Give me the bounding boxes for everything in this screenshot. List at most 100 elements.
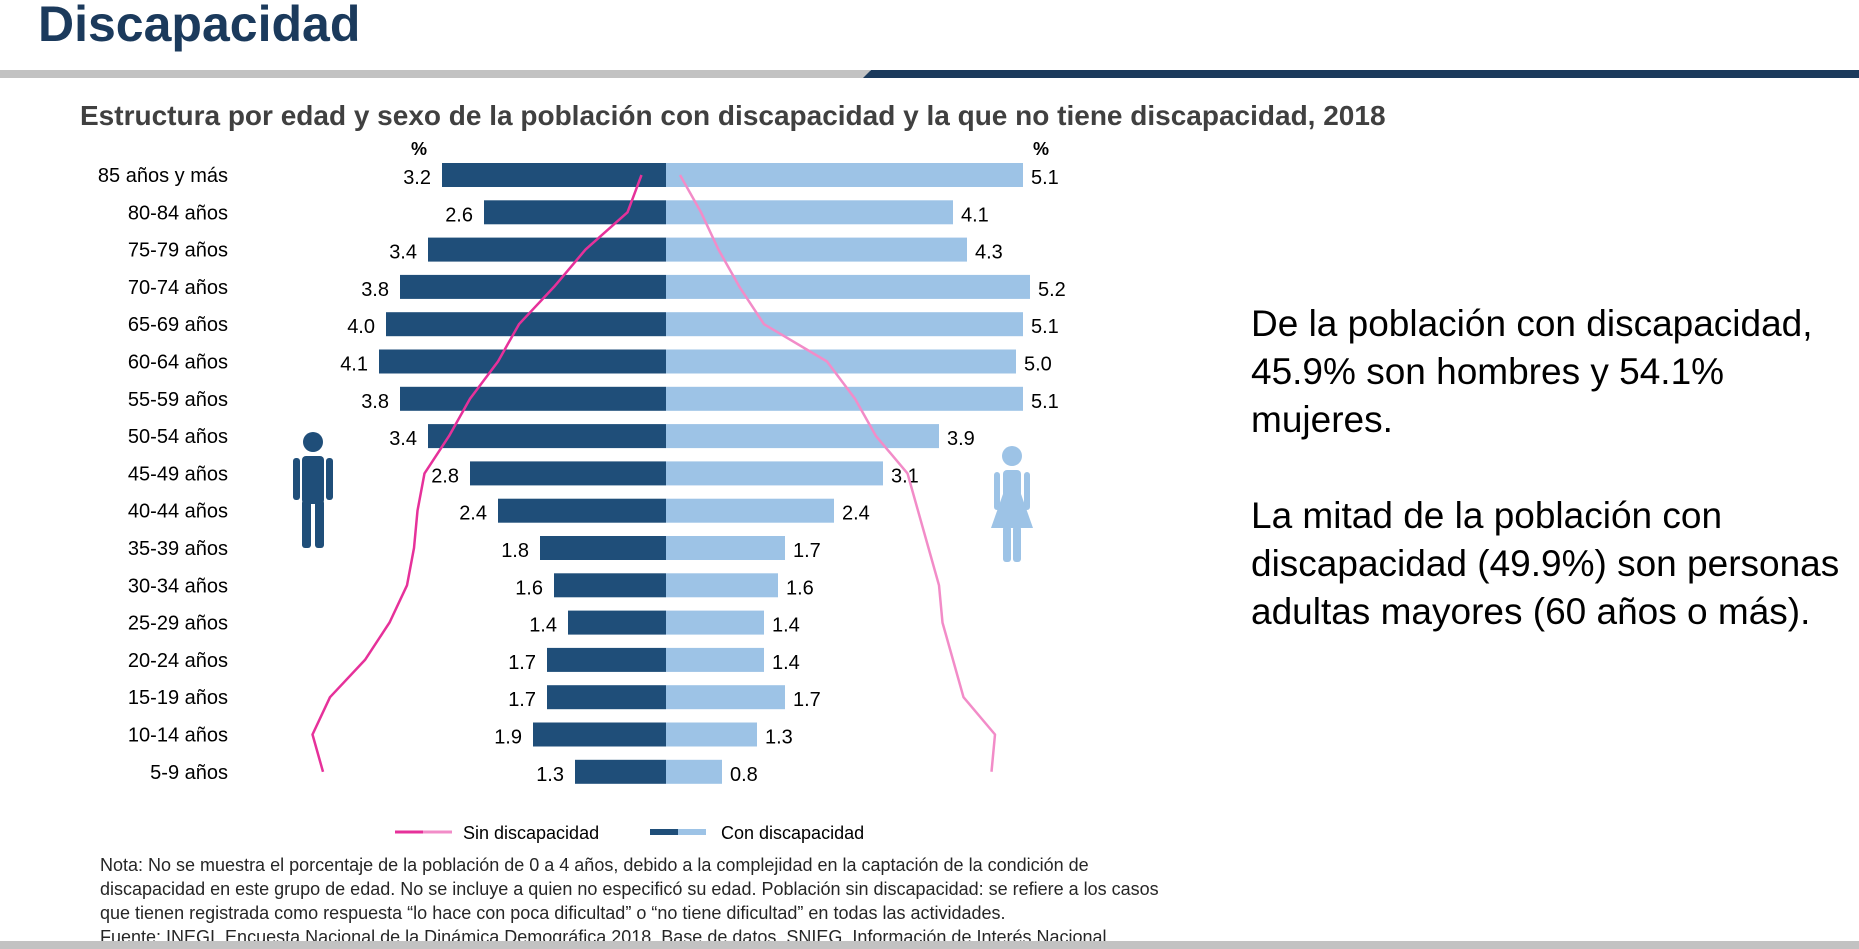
bar-men-with-disability bbox=[547, 647, 666, 672]
summary-paragraph-age: La mitad de la población con discapacida… bbox=[1251, 495, 1840, 632]
data-label-men: 2.4 bbox=[459, 503, 487, 525]
age-group-label: 5-9 años bbox=[150, 762, 228, 784]
age-group-label: 35-39 años bbox=[128, 538, 228, 560]
legend-swatch-men-bar bbox=[650, 829, 678, 835]
data-label-women: 2.4 bbox=[842, 503, 870, 525]
bar-women-with-disability bbox=[666, 349, 1016, 374]
data-label-men: 1.8 bbox=[501, 540, 529, 562]
bar-women-with-disability bbox=[666, 573, 778, 598]
chart-title: Estructura por edad y sexo de la poblaci… bbox=[80, 100, 1386, 131]
data-label-women: 5.1 bbox=[1031, 391, 1059, 413]
bar-women-with-disability bbox=[666, 274, 1030, 299]
data-label-women: 5.2 bbox=[1038, 279, 1066, 301]
bar-men-with-disability bbox=[484, 200, 666, 225]
bar-men-with-disability bbox=[547, 685, 666, 710]
age-group-label: 65-69 años bbox=[128, 314, 228, 336]
bar-men-with-disability bbox=[428, 237, 666, 262]
female-figure-icon bbox=[991, 446, 1033, 562]
data-label-men: 2.6 bbox=[445, 204, 473, 226]
bar-women-with-disability bbox=[666, 461, 883, 486]
data-label-women: 1.4 bbox=[772, 652, 800, 674]
male-figure-icon bbox=[293, 432, 333, 548]
bar-women-with-disability bbox=[666, 647, 764, 672]
footnote-line: Nota: No se muestra el porcentaje de la … bbox=[100, 855, 1089, 875]
data-label-women: 1.4 bbox=[772, 615, 800, 637]
legend-swatch-women-bar bbox=[678, 829, 706, 835]
data-label-women: 5.1 bbox=[1031, 316, 1059, 338]
bar-women-with-disability bbox=[666, 685, 785, 710]
data-label-men: 3.8 bbox=[361, 391, 389, 413]
bar-men-with-disability bbox=[400, 386, 666, 411]
bar-men-with-disability bbox=[498, 498, 666, 523]
title-divider-navy bbox=[863, 70, 1859, 78]
data-label-men: 3.2 bbox=[403, 167, 431, 189]
bar-women-with-disability bbox=[666, 759, 722, 784]
summary-text: De la población con discapacidad, 45.9% … bbox=[1251, 300, 1859, 684]
bar-men-with-disability bbox=[568, 610, 666, 635]
summary-paragraph-sex: De la población con discapacidad, 45.9% … bbox=[1251, 303, 1813, 440]
data-label-women: 1.3 bbox=[765, 727, 793, 749]
unit-label-left: % bbox=[411, 139, 427, 159]
data-label-men: 1.7 bbox=[508, 652, 536, 674]
age-group-label: 30-34 años bbox=[128, 575, 228, 597]
legend-label-with-disability: Con discapacidad bbox=[721, 823, 864, 843]
data-label-women: 3.1 bbox=[891, 465, 919, 487]
data-label-women: 5.1 bbox=[1031, 167, 1059, 189]
age-group-label: 45-49 años bbox=[128, 463, 228, 485]
bar-women-with-disability bbox=[666, 200, 953, 225]
data-label-men: 3.8 bbox=[361, 279, 389, 301]
bar-women-with-disability bbox=[666, 163, 1023, 187]
bar-men-with-disability bbox=[442, 163, 666, 187]
age-group-label: 60-64 años bbox=[128, 352, 228, 374]
age-group-label: 20-24 años bbox=[128, 650, 228, 672]
age-group-label: 15-19 años bbox=[128, 687, 228, 709]
bar-women-with-disability bbox=[666, 312, 1023, 337]
line-men-without-disability bbox=[311, 174, 643, 773]
data-label-men: 2.8 bbox=[431, 465, 459, 487]
data-label-women: 1.7 bbox=[793, 689, 821, 711]
title-divider-gray bbox=[0, 70, 870, 78]
data-label-women: 1.6 bbox=[786, 577, 814, 599]
bar-women-with-disability bbox=[666, 424, 939, 449]
bar-women-with-disability bbox=[666, 237, 967, 262]
data-label-men: 4.1 bbox=[340, 354, 368, 376]
line-women-without-disability bbox=[678, 174, 997, 772]
age-group-label: 50-54 años bbox=[128, 426, 228, 448]
data-label-men: 3.4 bbox=[389, 242, 417, 264]
bar-men-with-disability bbox=[379, 349, 666, 374]
age-group-label: 80-84 años bbox=[128, 202, 228, 224]
data-label-men: 3.4 bbox=[389, 428, 417, 450]
data-label-women: 4.1 bbox=[961, 204, 989, 226]
data-label-men: 1.3 bbox=[536, 764, 564, 786]
bar-women-with-disability bbox=[666, 498, 834, 523]
bar-women-with-disability bbox=[666, 610, 764, 635]
data-label-men: 4.0 bbox=[347, 316, 375, 338]
bar-men-with-disability bbox=[533, 722, 666, 747]
bar-men-with-disability bbox=[400, 274, 666, 299]
bar-men-with-disability bbox=[428, 424, 666, 449]
data-label-women: 0.8 bbox=[730, 764, 758, 786]
age-group-label: 85 años y más bbox=[98, 165, 228, 187]
data-label-women: 3.9 bbox=[947, 428, 975, 450]
bottom-divider bbox=[0, 941, 1859, 949]
age-group-label: 10-14 años bbox=[128, 725, 228, 747]
age-group-label: 25-29 años bbox=[128, 613, 228, 635]
age-group-label: 75-79 años bbox=[128, 240, 228, 262]
footnote: Nota: No se muestra el porcentaje de la … bbox=[100, 853, 1300, 949]
bar-women-with-disability bbox=[666, 722, 757, 747]
footnote-line: discapacidad en este grupo de edad. No s… bbox=[100, 879, 1159, 899]
bar-men-with-disability bbox=[554, 573, 666, 598]
footnote-line: que tienen registrada como respuesta “lo… bbox=[100, 903, 1006, 923]
data-label-men: 1.9 bbox=[494, 727, 522, 749]
age-group-label: 70-74 años bbox=[128, 277, 228, 299]
chart-legend: Sin discapacidad Con discapacidad bbox=[395, 823, 864, 843]
bar-men-with-disability bbox=[470, 461, 666, 486]
data-label-women: 4.3 bbox=[975, 242, 1003, 264]
bar-women-with-disability bbox=[666, 386, 1023, 411]
data-label-men: 1.4 bbox=[529, 615, 557, 637]
data-label-women: 1.7 bbox=[793, 540, 821, 562]
population-pyramid-chart: % % 85 años y más 3.2 5.1 80-84 años 2.6 4.1 75-… bbox=[98, 139, 1066, 843]
page-title: Discapacidad bbox=[38, 0, 361, 52]
legend-label-without-disability: Sin discapacidad bbox=[463, 823, 599, 843]
age-group-label: 55-59 años bbox=[128, 389, 228, 411]
